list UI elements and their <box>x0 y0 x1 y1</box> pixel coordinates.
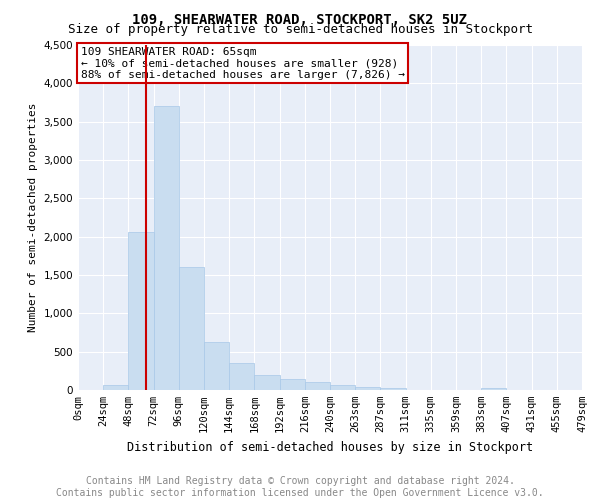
Y-axis label: Number of semi-detached properties: Number of semi-detached properties <box>28 103 38 332</box>
Text: Size of property relative to semi-detached houses in Stockport: Size of property relative to semi-detach… <box>67 24 533 36</box>
Text: 109 SHEARWATER ROAD: 65sqm
← 10% of semi-detached houses are smaller (928)
88% o: 109 SHEARWATER ROAD: 65sqm ← 10% of semi… <box>80 46 404 80</box>
Bar <box>254 374 280 390</box>
X-axis label: Distribution of semi-detached houses by size in Stockport: Distribution of semi-detached houses by … <box>127 440 533 454</box>
Bar <box>204 342 229 390</box>
Bar <box>355 387 380 390</box>
Bar <box>305 382 330 390</box>
Bar <box>229 363 254 390</box>
Bar <box>154 106 179 390</box>
Text: 109, SHEARWATER ROAD, STOCKPORT, SK2 5UZ: 109, SHEARWATER ROAD, STOCKPORT, SK2 5UZ <box>133 12 467 26</box>
Bar <box>103 386 128 390</box>
Bar <box>330 386 355 390</box>
Bar <box>179 268 204 390</box>
Bar <box>380 388 406 390</box>
Bar <box>481 388 506 390</box>
Bar <box>280 378 305 390</box>
Text: Contains HM Land Registry data © Crown copyright and database right 2024.
Contai: Contains HM Land Registry data © Crown c… <box>56 476 544 498</box>
Bar <box>128 232 154 390</box>
